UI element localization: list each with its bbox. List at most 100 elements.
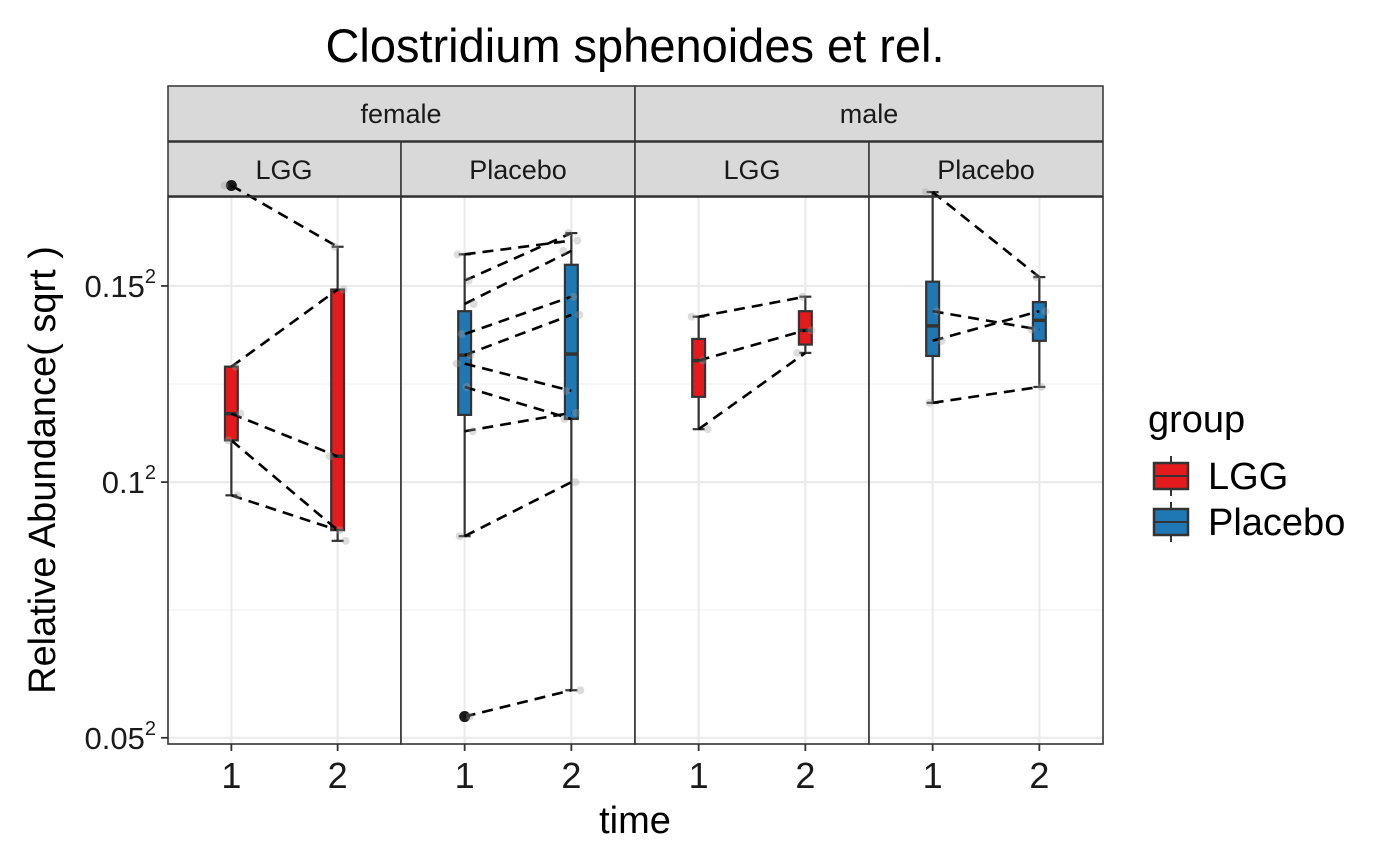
box-iqr (691, 337, 707, 398)
paired-line (697, 351, 807, 431)
raw-point (466, 351, 475, 360)
paired-line (230, 439, 339, 532)
raw-point (1027, 325, 1036, 334)
raw-point (798, 292, 807, 301)
paired-line (698, 329, 806, 362)
raw-point (793, 348, 802, 357)
panel-male-placebo (868, 188, 1104, 745)
box-iqr (223, 365, 239, 442)
raw-point (455, 532, 464, 541)
raw-point (932, 307, 941, 316)
box-time-1 (925, 190, 941, 404)
paired-line (464, 362, 572, 393)
strip-male-label: male (840, 99, 899, 129)
raw-point (573, 236, 582, 245)
panel-background (635, 197, 869, 744)
raw-point (236, 409, 245, 418)
raw-point (564, 229, 573, 238)
raw-point (465, 712, 474, 721)
raw-point (575, 310, 584, 319)
box-iqr (925, 280, 941, 358)
raw-point (572, 408, 581, 417)
raw-point (341, 536, 350, 545)
panel-background (401, 197, 635, 744)
raw-point (453, 250, 462, 259)
paired-line (464, 231, 572, 282)
legend-placebo-label: Placebo (1208, 502, 1345, 544)
raw-point (562, 386, 571, 395)
legend-item-lgg: LGG (1152, 456, 1288, 498)
strip-male-placebo-bg (868, 141, 1104, 197)
x-tick-label: 1 (455, 755, 475, 796)
y-axis: 0.05 20.12 0.152 (85, 266, 168, 756)
x-tick-label: 2 (1029, 755, 1049, 796)
raw-point (937, 336, 946, 345)
raw-point (220, 181, 229, 190)
x-axis-label: time (599, 800, 671, 842)
legend-item-placebo: Placebo (1152, 502, 1345, 544)
raw-point (569, 292, 578, 301)
paired-line (464, 688, 572, 718)
strip-female-bg (167, 85, 636, 142)
box-time-2 (1031, 275, 1047, 389)
paired-line (230, 412, 339, 458)
panel-border (868, 196, 1104, 745)
raw-point (687, 312, 696, 321)
legend-lgg-label: LGG (1208, 456, 1288, 498)
legend: group LGG Placebo (1148, 399, 1345, 544)
raw-point (233, 491, 242, 500)
strip-female-lgg-bg (167, 141, 402, 197)
panel-female-placebo (400, 196, 636, 745)
x-tick-label: 1 (923, 755, 943, 796)
paired-line (230, 184, 339, 248)
y-tick-exponent: 2 (145, 462, 156, 484)
x-tick-label: 2 (561, 755, 581, 796)
paired-line (464, 411, 572, 433)
raw-point (560, 414, 569, 423)
paired-line (464, 385, 572, 421)
paired-line (698, 295, 806, 318)
raw-point (224, 436, 233, 445)
raw-point (807, 326, 816, 335)
y-tick-base: 0.05 (85, 721, 145, 756)
chart-title: Clostridium sphenoides et rel. (325, 19, 944, 72)
raw-point (571, 478, 580, 487)
raw-point (325, 452, 334, 461)
paired-line (464, 249, 572, 306)
raw-point (576, 686, 585, 695)
y-tick-label: 0.152 (85, 266, 156, 304)
y-tick-label: 0.12 (102, 462, 156, 500)
raw-point (703, 425, 712, 434)
paired-line (230, 288, 339, 368)
raw-point (452, 359, 461, 368)
raw-point (457, 330, 466, 339)
paired-line (932, 309, 1040, 331)
paired-line (464, 295, 572, 336)
strip-male-bg (634, 85, 1104, 142)
raw-point (339, 285, 348, 294)
paired-line (931, 191, 1041, 279)
raw-point (559, 246, 568, 255)
legend-title: group (1148, 399, 1245, 441)
strip-female-placebo-label: Placebo (469, 155, 567, 185)
raw-point (330, 242, 339, 251)
box-iqr (563, 263, 579, 421)
raw-point (921, 188, 930, 197)
raw-point (1037, 382, 1046, 391)
y-axis-label: Relative Abundance( sqrt ) (22, 246, 64, 694)
paired-line (230, 494, 339, 532)
x-tick-label: 1 (221, 755, 241, 796)
panel-male-lgg (634, 196, 870, 745)
panel-background (168, 197, 401, 744)
raw-point (698, 356, 707, 365)
panel-female-lgg (167, 180, 402, 745)
strip-female-label: female (360, 99, 441, 129)
x-tick-label: 1 (689, 755, 709, 796)
x-tick-label: 2 (795, 755, 815, 796)
raw-point (469, 299, 478, 308)
y-tick-base: 0.15 (85, 269, 145, 304)
box-time-2 (563, 231, 579, 692)
panels-layer (167, 180, 1104, 745)
raw-point (1032, 273, 1041, 282)
